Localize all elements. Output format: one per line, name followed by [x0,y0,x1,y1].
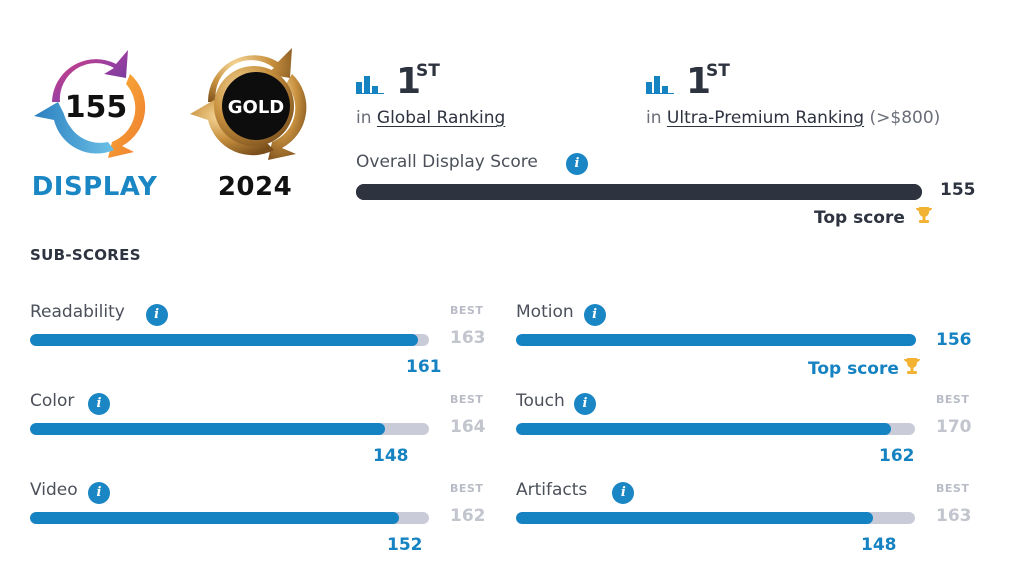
overall-score-bar-fill [356,184,922,200]
color-score-bar [30,423,429,435]
ultra-premium-ranking-link[interactable]: Ultra-Premium Ranking [666,108,865,128]
global-rank-caption: in Global Ranking [356,108,505,128]
motion-top-score-label: Top score [808,359,899,379]
trophy-icon [915,207,932,223]
display-badge-score: 155 [65,90,128,125]
global-rank-number: 1 [396,61,422,102]
overall-top-score-label: Top score [814,208,905,228]
touch-best-value: 170 [936,417,972,437]
readability-info-icon[interactable]: i [145,304,168,326]
ultra-premium-rank-suffix: ST [706,61,730,81]
ultra-premium-rank-prefix: in [646,108,662,128]
motion-top-score-badge: Top score [808,357,921,379]
global-ranking-link[interactable]: Global Ranking [376,108,506,128]
video-best-value: 162 [450,506,486,526]
video-info-icon[interactable]: i [88,482,110,504]
readability-score-bar [30,334,429,346]
touch-label: Touch [516,391,565,411]
artifacts-best-value: 163 [936,506,972,526]
gold-medal-icon: GOLD [190,48,307,160]
color-score-bar-fill [30,423,385,435]
color-info-icon[interactable]: i [88,393,110,415]
gold-badge-label: GOLD [228,97,285,118]
overall-score-label: Overall Display Score [356,152,538,172]
color-label: Color [30,391,75,411]
video-score-value: 152 [387,535,423,555]
readability-label: Readability [30,302,125,322]
touch-score-value: 162 [879,446,915,466]
touch-score-bar [516,423,915,435]
readability-score-value: 161 [406,357,442,377]
readability-score-bar-fill [30,334,418,346]
motion-score-bar-fill [516,334,916,346]
display-badge-caption: DISPLAY [31,172,158,202]
motion-info-icon[interactable]: i [583,304,606,326]
display-score-badge-icon: 155 [34,50,146,158]
motion-label: Motion [516,302,574,322]
global-rank-suffix: ST [416,61,440,81]
touch-best-label: BEST [936,393,970,406]
global-rank-prefix: in [356,108,372,128]
video-label: Video [30,480,78,500]
overall-top-score-badge: Top score [814,206,933,228]
artifacts-score-value: 148 [861,535,897,555]
subscores-title: SUB-SCORES [30,246,141,264]
readability-best-value: 163 [450,328,486,348]
motion-score-value: 156 [936,330,972,350]
artifacts-score-bar-fill [516,512,873,524]
video-best-label: BEST [450,482,484,495]
artifacts-info-icon[interactable]: i [612,482,635,504]
motion-score-bar [516,334,916,346]
gold-badge-year: 2024 [217,172,293,202]
ultra-premium-price-range: (>$800) [869,108,941,128]
video-score-bar-fill [30,512,399,524]
artifacts-best-label: BEST [936,482,970,495]
touch-score-bar-fill [516,423,891,435]
video-score-bar [30,512,429,524]
overall-score-bar [356,184,922,200]
ultra-premium-rank-number: 1 [686,61,712,102]
ranking-bars-icon [356,76,384,94]
ultra-premium-rank-caption: in Ultra-Premium Ranking (>$800) [646,108,940,128]
readability-best-label: BEST [450,304,484,317]
trophy-icon [903,358,920,374]
touch-info-icon[interactable]: i [574,393,596,415]
color-best-label: BEST [450,393,484,406]
overall-score-info-icon[interactable]: i [566,153,588,175]
ranking-bars-icon [646,76,674,94]
color-best-value: 164 [450,417,486,437]
artifacts-score-bar [516,512,915,524]
overall-score-value: 155 [940,180,976,200]
artifacts-label: Artifacts [516,480,588,500]
color-score-value: 148 [373,446,409,466]
